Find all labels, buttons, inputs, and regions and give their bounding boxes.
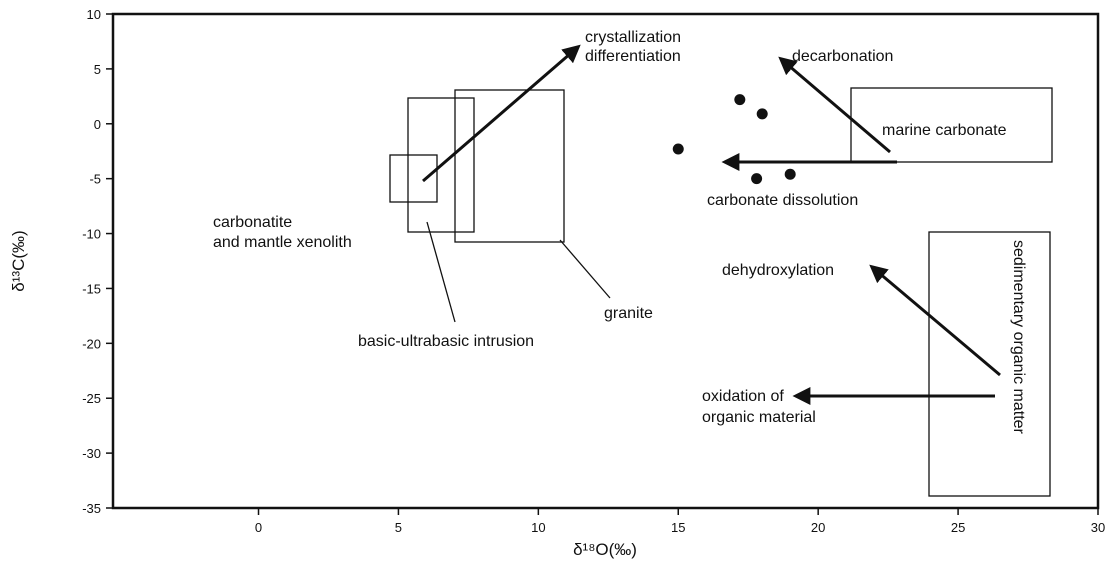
x-tick-label: 5 <box>395 520 402 535</box>
annotation: and mantle xenolith <box>213 234 352 251</box>
annotation: crystallization <box>585 29 681 46</box>
annotation: basic-ultrabasic intrusion <box>358 333 534 350</box>
data-point <box>756 108 768 120</box>
data-point <box>784 168 796 180</box>
annotation: decarbonation <box>792 48 893 65</box>
annotation: marine carbonate <box>882 122 1007 139</box>
annotation: organic material <box>702 409 816 426</box>
y-tick-label: -10 <box>82 227 101 242</box>
x-tick-label: 25 <box>951 520 965 535</box>
arrow <box>869 264 1001 377</box>
region-box <box>850 87 1053 163</box>
plot-frame <box>111 12 1100 510</box>
region-box <box>407 97 475 233</box>
x-tick-label: 15 <box>671 520 685 535</box>
annotation: granite <box>604 305 653 322</box>
annotation: oxidation of <box>702 388 784 405</box>
leader-line <box>559 239 611 299</box>
y-tick-label: -15 <box>82 281 101 296</box>
y-tick-label: -20 <box>82 336 101 351</box>
y-tick-label: 10 <box>87 7 101 22</box>
annotation: carbonatite <box>213 214 292 231</box>
leader-line <box>426 221 456 323</box>
data-point <box>672 143 684 155</box>
annotation: sedimentary organic matter <box>1010 240 1027 435</box>
x-axis-label: δ¹⁸O(‰) <box>573 540 637 559</box>
y-tick-label: 5 <box>94 62 101 77</box>
annotation: dehydroxylation <box>722 262 834 279</box>
x-tick-label: 0 <box>255 520 262 535</box>
annotation: differentiation <box>585 48 681 65</box>
region-box <box>454 89 565 243</box>
annotation: carbonate dissolution <box>707 192 858 209</box>
y-tick-label: -35 <box>82 501 101 516</box>
y-tick-label: 0 <box>94 117 101 132</box>
y-tick-label: -25 <box>82 391 101 406</box>
arrow <box>422 44 581 183</box>
y-axis-label: δ¹³C(‰) <box>9 230 28 291</box>
data-point <box>751 173 763 185</box>
arrow <box>778 56 891 154</box>
x-tick-label: 20 <box>811 520 825 535</box>
region-box <box>928 231 1051 497</box>
y-tick-label: -30 <box>82 446 101 461</box>
x-tick-label: 30 <box>1091 520 1105 535</box>
y-tick-label: -5 <box>89 172 101 187</box>
region-box <box>389 154 438 203</box>
data-point <box>734 94 746 106</box>
x-tick-label: 10 <box>531 520 545 535</box>
